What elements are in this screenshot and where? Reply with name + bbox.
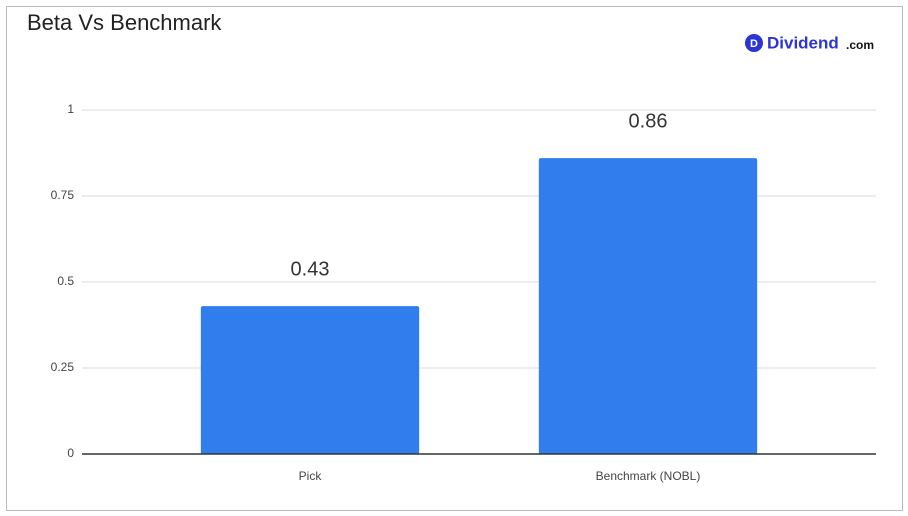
brand-name: Dividend [767, 33, 839, 52]
value-label: 0.43 [291, 258, 330, 280]
y-tick-label: 0.25 [51, 360, 75, 374]
brand-icon-bg [745, 34, 763, 52]
y-tick-label: 0 [67, 446, 74, 460]
brand-logo: D Dividend .com [745, 33, 874, 52]
x-tick-label: Pick [299, 469, 323, 483]
chart-title: Beta Vs Benchmark [27, 10, 222, 35]
bar [538, 158, 758, 454]
value-label: 0.86 [629, 110, 668, 132]
y-tick-label: 0.5 [57, 274, 74, 288]
brand-icon: D [750, 38, 758, 50]
x-tick-label: Benchmark (NOBL) [596, 469, 701, 483]
frame [6, 6, 903, 511]
y-tick-label: 0.75 [51, 188, 75, 202]
bar [200, 306, 420, 454]
y-tick-label: 1 [67, 102, 74, 116]
brand-suffix: .com [846, 38, 874, 52]
